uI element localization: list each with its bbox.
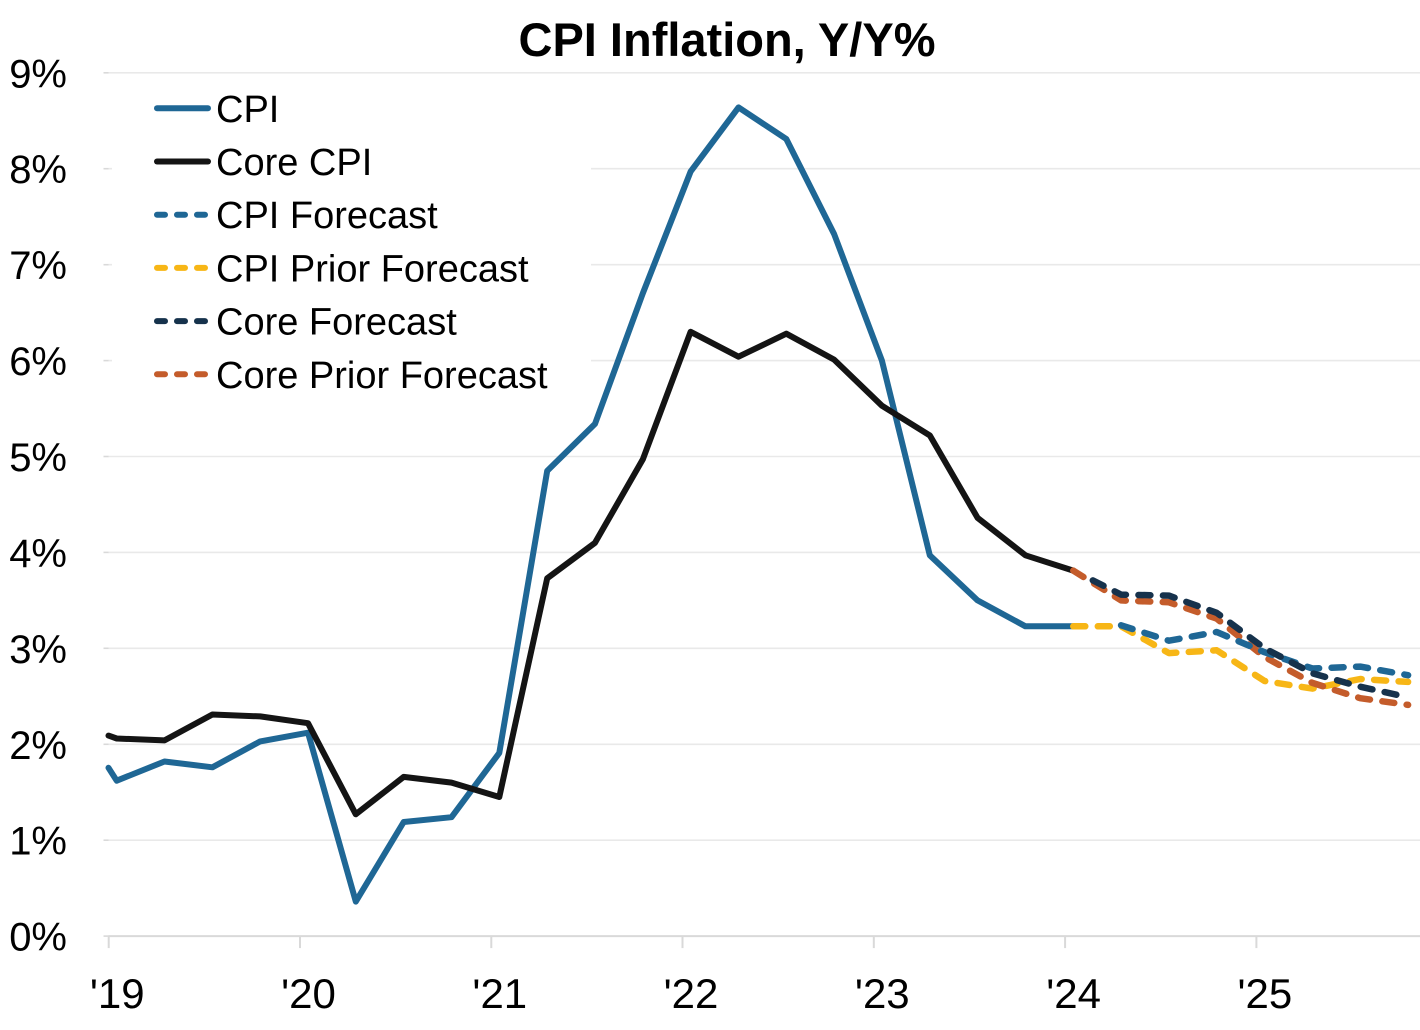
- svg-text:'25: '25: [1238, 970, 1293, 1017]
- svg-text:CPI Inflation, Y/Y%: CPI Inflation, Y/Y%: [519, 13, 936, 66]
- svg-text:5%: 5%: [9, 436, 67, 480]
- svg-text:Core Forecast: Core Forecast: [216, 302, 457, 344]
- svg-text:'23: '23: [855, 970, 910, 1017]
- svg-text:9%: 9%: [9, 52, 67, 96]
- svg-text:6%: 6%: [9, 340, 67, 384]
- svg-text:1%: 1%: [9, 820, 67, 864]
- svg-text:CPI Prior Forecast: CPI Prior Forecast: [216, 248, 529, 290]
- svg-text:4%: 4%: [9, 532, 67, 576]
- svg-text:0%: 0%: [9, 916, 67, 960]
- svg-text:Core CPI: Core CPI: [216, 142, 372, 184]
- svg-text:CPI Forecast: CPI Forecast: [216, 195, 438, 237]
- svg-text:CPI: CPI: [216, 89, 279, 131]
- svg-text:'22: '22: [664, 970, 719, 1017]
- svg-text:3%: 3%: [9, 628, 67, 672]
- svg-text:'19: '19: [90, 970, 145, 1017]
- svg-text:'20: '20: [281, 970, 336, 1017]
- svg-text:8%: 8%: [9, 148, 67, 192]
- svg-text:'24: '24: [1046, 970, 1101, 1017]
- svg-text:'21: '21: [472, 970, 527, 1017]
- svg-text:Core Prior Forecast: Core Prior Forecast: [216, 355, 548, 397]
- svg-text:2%: 2%: [9, 724, 67, 768]
- svg-text:7%: 7%: [9, 244, 67, 288]
